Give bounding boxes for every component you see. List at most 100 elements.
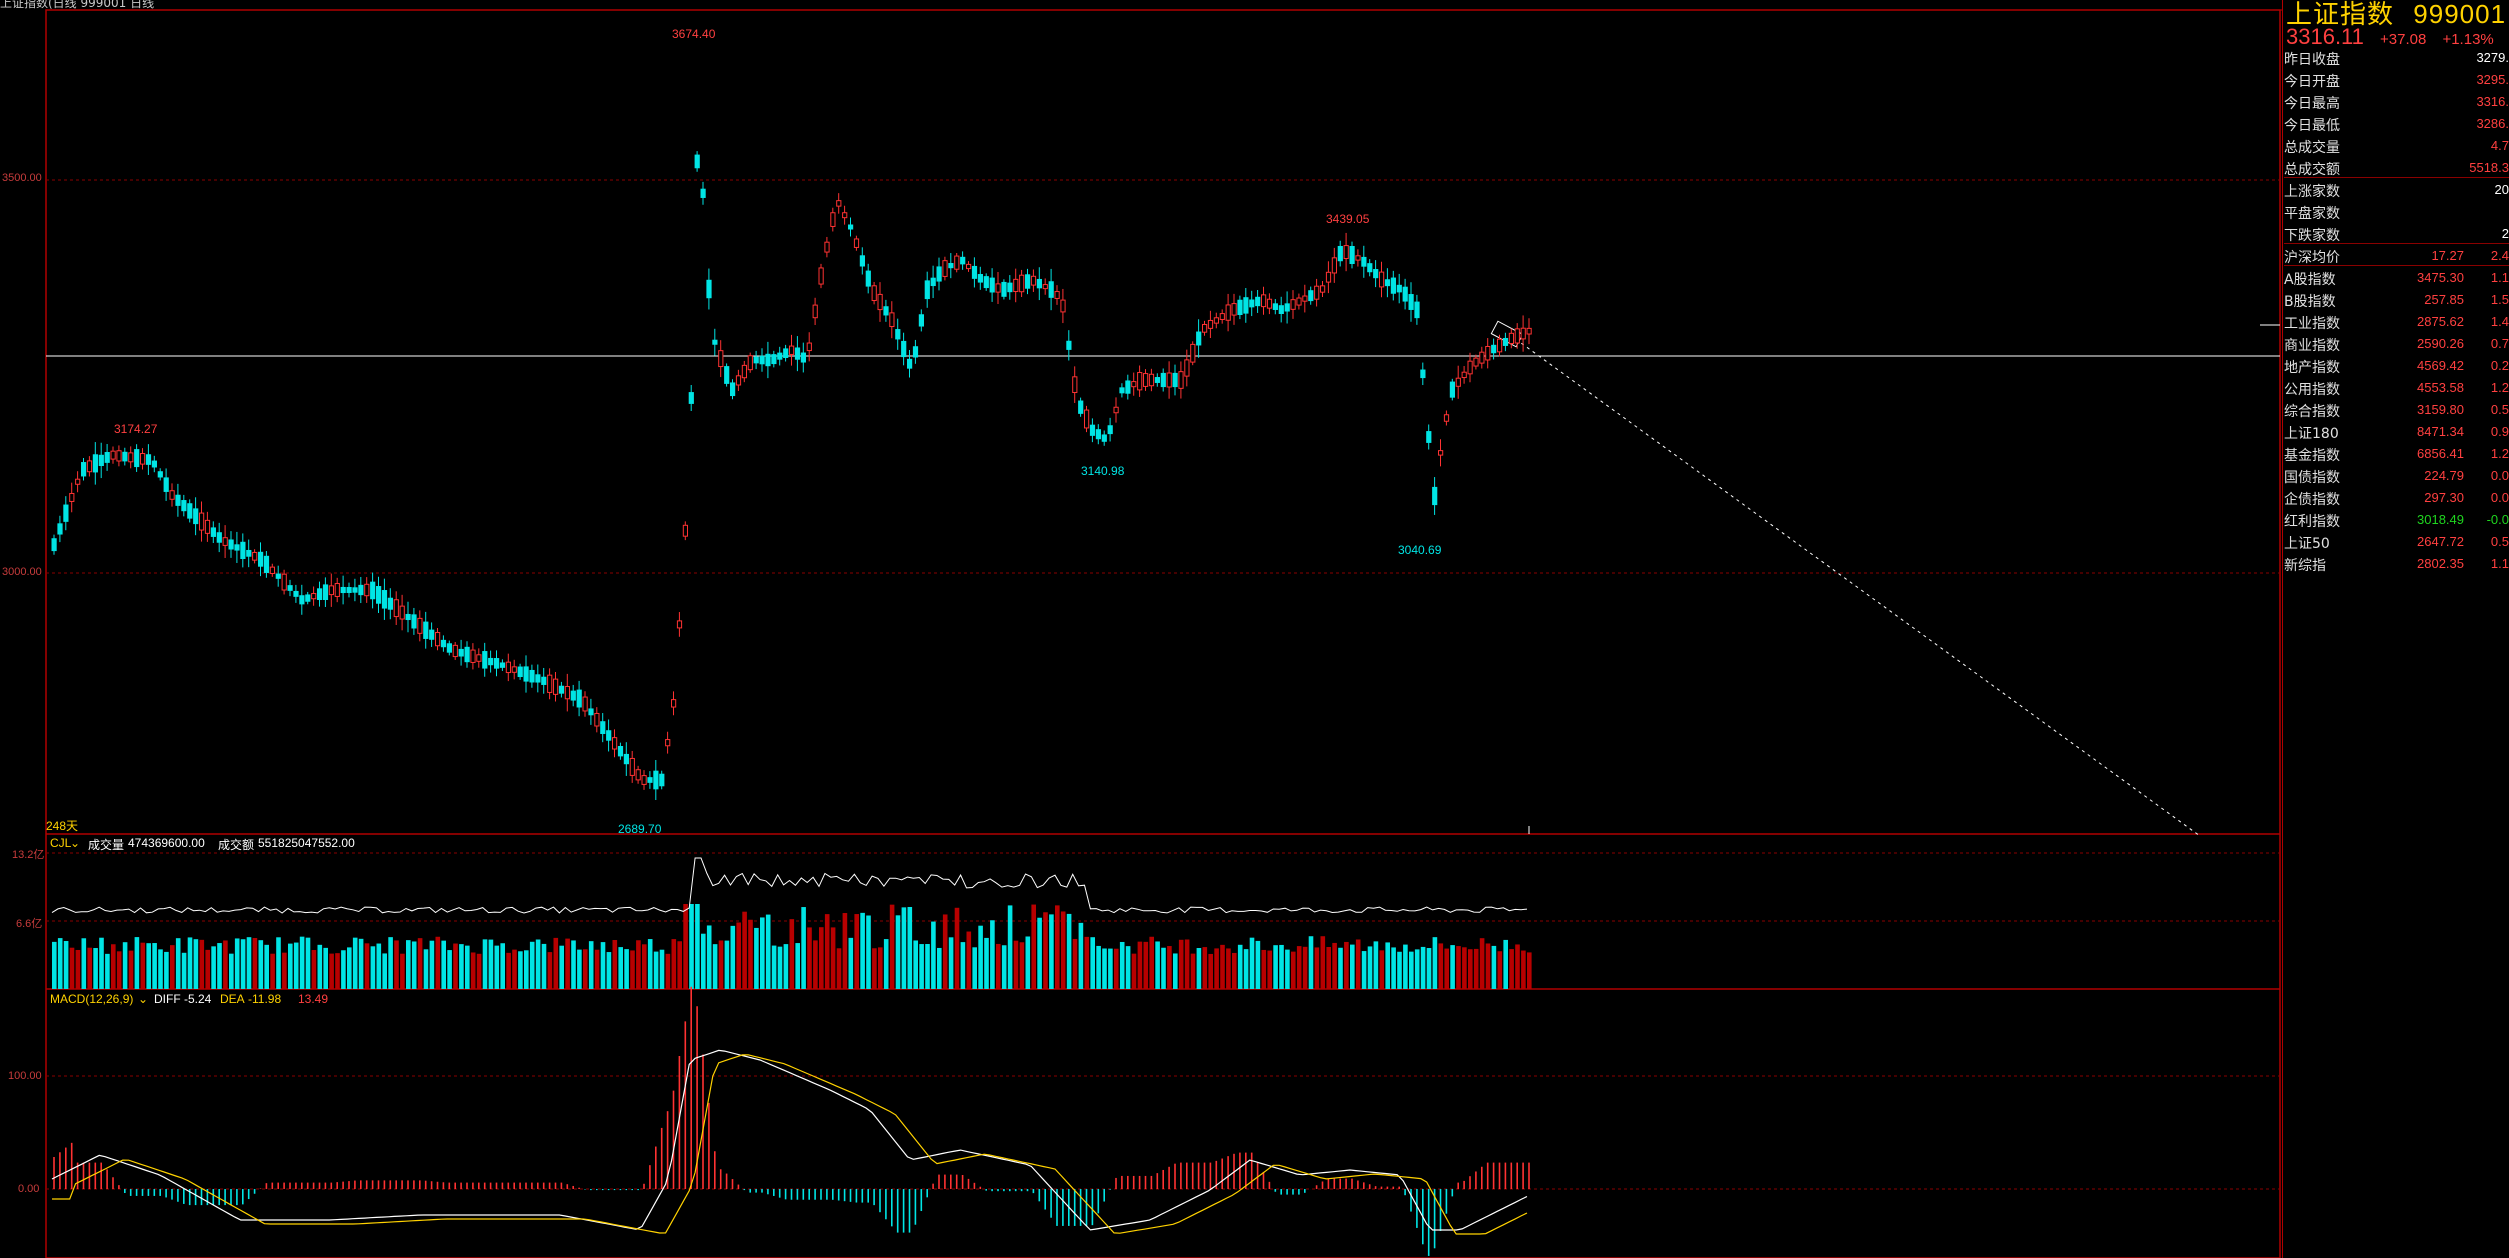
candle-body bbox=[777, 352, 783, 360]
volume-bar bbox=[358, 938, 364, 989]
volume-bar bbox=[252, 937, 258, 989]
count-row[interactable]: 上涨家数 20 bbox=[2284, 179, 2509, 201]
candle-body bbox=[1520, 327, 1526, 340]
index-row[interactable]: 国债指数 224.79 0.0 bbox=[2284, 465, 2509, 487]
candle-body bbox=[700, 188, 706, 198]
chevron-down-icon[interactable]: ⌄ bbox=[70, 836, 81, 850]
candle-body bbox=[340, 586, 346, 594]
annotation-low: 2689.70 bbox=[618, 822, 662, 836]
volume-bar bbox=[1385, 942, 1390, 989]
index-row[interactable]: 新综指 2802.35 1.1 bbox=[2284, 553, 2509, 575]
stat-row-label: 总成交量 bbox=[2284, 140, 2340, 156]
candle-body bbox=[1373, 269, 1379, 279]
volume-bar bbox=[1078, 922, 1084, 989]
volume-bar bbox=[1379, 950, 1385, 989]
volume-bar bbox=[931, 921, 936, 989]
volume-bar bbox=[211, 946, 216, 989]
candle-body bbox=[258, 551, 264, 567]
index-row[interactable]: 基金指数 6856.41 1.2 bbox=[2284, 443, 2509, 465]
index-row-value: 8471.34 bbox=[2417, 424, 2464, 439]
volume-bar bbox=[229, 953, 234, 989]
index-row[interactable]: 上证180 8471.34 0.9 bbox=[2284, 421, 2509, 443]
volume-bar bbox=[836, 948, 842, 989]
avg-price-row[interactable]: 沪深均价 17.27 2.4 bbox=[2284, 245, 2509, 267]
index-row-change: 0.0 bbox=[2490, 468, 2509, 483]
volume-bar bbox=[52, 941, 57, 989]
diff-label: DIFF bbox=[154, 992, 181, 1006]
index-row[interactable]: 综合指数 3159.80 0.5 bbox=[2284, 399, 2509, 421]
candle-body bbox=[836, 200, 842, 207]
index-row-value: 2647.72 bbox=[2417, 534, 2464, 549]
volume-bar bbox=[1468, 949, 1473, 989]
volume-bar bbox=[488, 939, 494, 989]
count-row[interactable]: 平盘家数 bbox=[2284, 201, 2509, 223]
volume-bar bbox=[571, 940, 576, 989]
volume-bar bbox=[1190, 953, 1196, 989]
volume-bar bbox=[925, 944, 930, 989]
volume-bar bbox=[842, 913, 848, 989]
count-row[interactable]: 下跌家数 2 bbox=[2284, 223, 2509, 245]
candle-body bbox=[1137, 372, 1143, 391]
volume-bar bbox=[701, 933, 706, 989]
index-row[interactable]: 上证50 2647.72 0.5 bbox=[2284, 531, 2509, 553]
candle-body bbox=[1284, 303, 1290, 312]
volume-bar bbox=[948, 937, 954, 989]
volume-bar bbox=[577, 949, 582, 989]
volume-bar bbox=[819, 927, 824, 989]
volume-bar bbox=[69, 947, 75, 989]
volume-bar bbox=[594, 949, 600, 989]
candle-body bbox=[199, 512, 205, 531]
volume-bar bbox=[164, 951, 169, 989]
candle-body bbox=[1184, 359, 1190, 377]
stat-row[interactable]: 总成交量 4.7 bbox=[2284, 135, 2509, 157]
volume-bar bbox=[246, 937, 252, 989]
index-row-change: -0.0 bbox=[2486, 512, 2509, 527]
candle-body bbox=[452, 644, 458, 658]
candle-body bbox=[718, 350, 724, 368]
volume-bar bbox=[1361, 951, 1367, 989]
stat-row[interactable]: 今日开盘 3295. bbox=[2284, 69, 2509, 91]
candle-body bbox=[92, 454, 99, 473]
index-row[interactable]: 企债指数 297.30 0.0 bbox=[2284, 487, 2509, 509]
volume-bar bbox=[535, 939, 541, 989]
chevron-down-icon[interactable]: ⌄ bbox=[138, 992, 149, 1006]
volume-bar bbox=[919, 944, 924, 989]
candle-body bbox=[676, 620, 683, 629]
stat-row[interactable]: 今日最高 3316. bbox=[2284, 91, 2509, 113]
candle-body bbox=[1349, 245, 1355, 265]
index-row[interactable]: B股指数 257.85 1.5 bbox=[2284, 289, 2509, 311]
candle-body bbox=[1379, 271, 1385, 288]
divider bbox=[2284, 243, 2509, 244]
index-row[interactable]: 商业指数 2590.26 0.7 bbox=[2284, 333, 2509, 355]
candle-body bbox=[895, 329, 901, 340]
kline-chart[interactable] bbox=[0, 0, 2282, 1258]
index-row[interactable]: A股指数 3475.30 1.1 bbox=[2284, 267, 2509, 289]
candle-body bbox=[1526, 327, 1532, 335]
volume-bar bbox=[984, 937, 989, 989]
candle-body bbox=[606, 730, 612, 741]
candle-body bbox=[1148, 373, 1155, 387]
stat-row[interactable]: 今日最低 3286. bbox=[2284, 113, 2509, 135]
index-row[interactable]: 公用指数 4553.58 1.2 bbox=[2284, 377, 2509, 399]
stat-row[interactable]: 昨日收盘 3279. bbox=[2284, 47, 2509, 69]
candle-body bbox=[317, 588, 323, 601]
volume-bar bbox=[866, 915, 871, 989]
candle-body bbox=[564, 686, 570, 700]
volume-bar bbox=[352, 937, 358, 989]
index-row[interactable]: 红利指数 3018.49 -0.0 bbox=[2284, 509, 2509, 531]
macd-indicator-name[interactable]: MACD(12,26,9) bbox=[50, 992, 134, 1006]
candle-body bbox=[1172, 372, 1178, 388]
volume-indicator-name[interactable]: CJL bbox=[50, 836, 72, 850]
volume-bar bbox=[777, 946, 783, 989]
candle-body bbox=[440, 639, 447, 648]
index-row[interactable]: 工业指数 2875.62 1.4 bbox=[2284, 311, 2509, 333]
index-row[interactable]: 地产指数 4569.42 0.2 bbox=[2284, 355, 2509, 377]
candle-body bbox=[1025, 274, 1031, 289]
candle-body bbox=[1473, 357, 1479, 367]
candle-body bbox=[252, 551, 258, 561]
candle-body bbox=[505, 661, 511, 674]
volume-bar bbox=[553, 937, 559, 989]
stat-row[interactable]: 总成交额 5518.3 bbox=[2284, 157, 2509, 179]
index-row-change: 1.2 bbox=[2490, 380, 2509, 395]
